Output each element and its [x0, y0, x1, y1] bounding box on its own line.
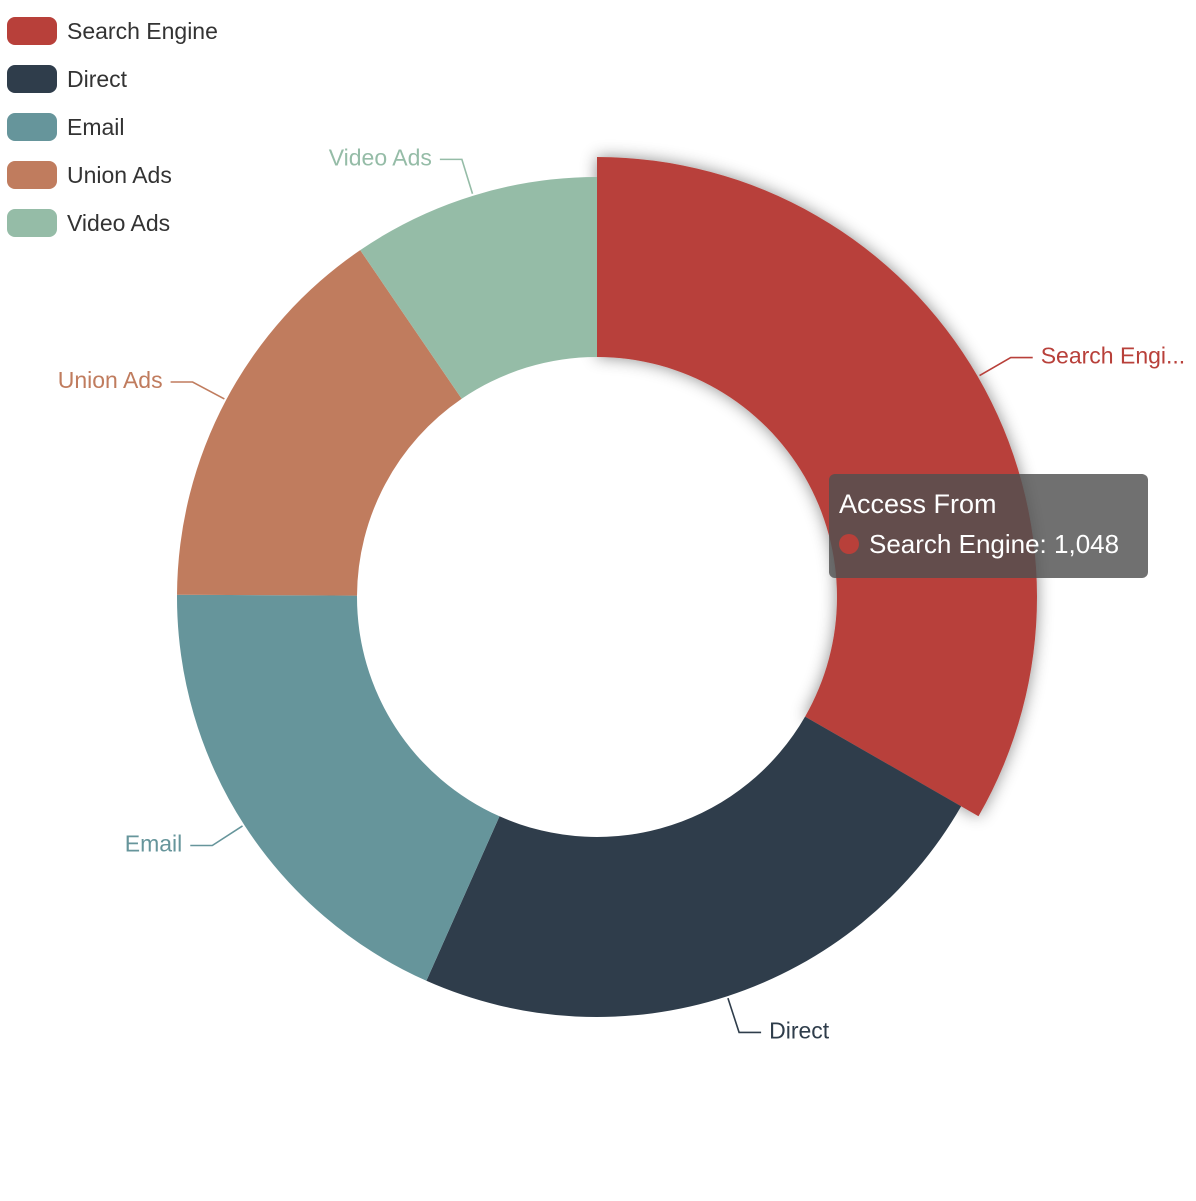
legend-swatch-direct: [7, 65, 57, 93]
slice-label-video-ads: Video Ads: [329, 144, 432, 170]
legend-item-union-ads[interactable]: Union Ads: [7, 151, 218, 199]
legend-label-union-ads: Union Ads: [67, 161, 172, 188]
legend-item-email[interactable]: Email: [7, 103, 218, 151]
slice-video-ads[interactable]: [360, 177, 597, 399]
slice-label-union-ads: Union Ads: [58, 367, 163, 393]
slice-label-search-engine: Search Engi...: [1041, 343, 1185, 369]
slice-search-engine[interactable]: [597, 157, 1037, 817]
legend: Search Engine Direct Email Union Ads Vid…: [7, 7, 218, 247]
slice-label-email: Email: [125, 831, 183, 857]
legend-label-video-ads: Video Ads: [67, 209, 171, 236]
legend-swatch-union-ads: [7, 161, 57, 189]
slice-direct[interactable]: [426, 716, 962, 1017]
legend-label-direct: Direct: [67, 65, 128, 92]
tooltip-series-label: Search Engine: 1,048: [869, 529, 1120, 559]
labels-layer: Search Engi... Direct Email Union Ads Video …: [58, 144, 1185, 1043]
legend-item-video-ads[interactable]: Video Ads: [7, 199, 218, 247]
label-line-union-ads: [170, 381, 225, 400]
tooltip: Access From Search Engine: 1,048: [829, 474, 1148, 578]
legend-label-search-engine: Search Engine: [67, 17, 218, 44]
legend-item-direct[interactable]: Direct: [7, 55, 218, 103]
label-line-email: [190, 825, 243, 847]
legend-swatch-email: [7, 113, 57, 141]
slices-layer: [177, 157, 1037, 1017]
label-line-search-engine: [979, 356, 1033, 377]
legend-label-email: Email: [67, 113, 125, 140]
slice-union-ads[interactable]: [177, 250, 462, 596]
tooltip-color-dot: [839, 534, 859, 554]
tooltip-row: Search Engine: 1,048: [839, 524, 1138, 564]
slice-label-direct: Direct: [769, 1017, 830, 1043]
legend-swatch-search-engine: [7, 17, 57, 45]
slice-email[interactable]: [177, 594, 500, 981]
tooltip-title: Access From: [839, 489, 997, 519]
legend-item-search-engine[interactable]: Search Engine: [7, 7, 218, 55]
label-line-direct: [727, 997, 762, 1034]
legend-swatch-video-ads: [7, 209, 57, 237]
label-line-video-ads: [439, 158, 474, 195]
